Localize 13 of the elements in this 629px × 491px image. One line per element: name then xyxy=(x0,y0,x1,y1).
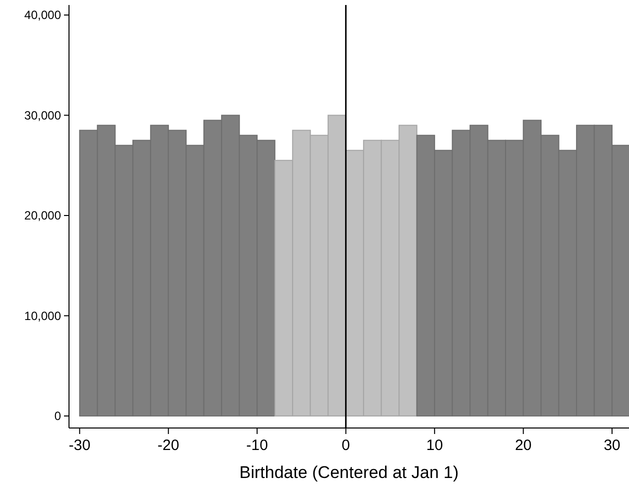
x-tick-label: 20 xyxy=(514,437,532,454)
x-tick-label: -20 xyxy=(158,437,180,454)
y-tick-label: 20,000 xyxy=(24,208,62,223)
y-tick-label: 0 xyxy=(54,409,62,424)
y-tick-label: 10,000 xyxy=(24,308,62,323)
x-tick-label: -10 xyxy=(246,437,268,454)
y-tick-label: 40,000 xyxy=(24,8,62,22)
x-tick-label: -30 xyxy=(68,437,90,454)
y-tick-label: 30,000 xyxy=(24,108,62,122)
x-axis-title: Birthdate (Centered at Jan 1) xyxy=(239,463,459,482)
x-tick-label: 10 xyxy=(426,437,443,454)
x-tick-label: 0 xyxy=(342,437,350,454)
x-tick-label: 30 xyxy=(604,437,620,454)
